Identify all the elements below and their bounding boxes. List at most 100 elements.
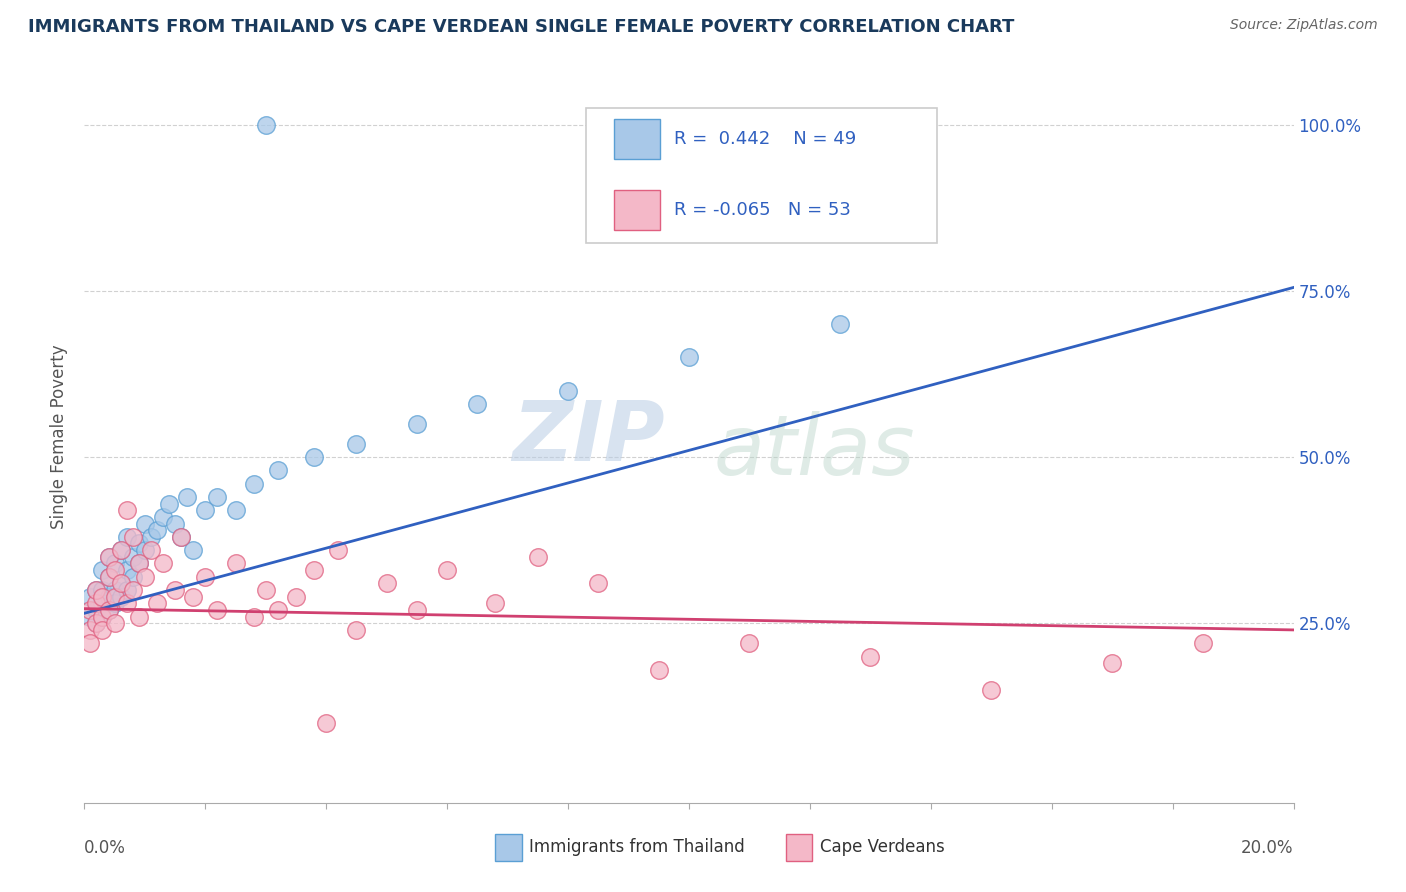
Point [97, 590, 120, 604]
Point [139, 543, 162, 558]
Point [375, 576, 398, 591]
Point [165, 516, 187, 531]
Point [346, 436, 368, 450]
Point [79, 636, 101, 650]
Point [115, 563, 138, 577]
Point [79, 590, 101, 604]
Text: atlas: atlas [713, 411, 915, 492]
Point [86, 616, 108, 631]
Point [302, 563, 325, 577]
Point [134, 516, 156, 531]
Text: Immigrants from Thailand: Immigrants from Thailand [529, 838, 745, 856]
Point [176, 490, 198, 504]
Point [86, 582, 108, 597]
Point [104, 596, 127, 610]
Point [97, 549, 120, 564]
Point [115, 530, 138, 544]
Point [110, 543, 132, 558]
Point [980, 682, 1002, 697]
Point [79, 603, 101, 617]
Point [110, 543, 132, 558]
Point [110, 590, 132, 604]
Bar [495, 833, 522, 862]
Point [830, 317, 852, 331]
Point [110, 576, 132, 591]
Point [91, 590, 114, 604]
Point [104, 582, 127, 597]
Point [194, 503, 217, 517]
Point [86, 603, 108, 617]
Point [128, 557, 150, 571]
Point [104, 590, 127, 604]
Point [181, 543, 204, 558]
Point [194, 570, 217, 584]
Point [467, 397, 489, 411]
Point [97, 570, 120, 584]
Point [436, 563, 458, 577]
Point [588, 576, 610, 591]
Point [267, 463, 290, 477]
Point [86, 596, 108, 610]
Text: 20.0%: 20.0% [1241, 839, 1294, 857]
Point [86, 616, 108, 631]
Point [128, 609, 150, 624]
Point [91, 582, 114, 597]
Point [484, 596, 506, 610]
Point [104, 616, 127, 631]
Point [139, 530, 162, 544]
Point [146, 596, 169, 610]
Point [225, 503, 247, 517]
Point [134, 543, 156, 558]
Point [91, 596, 114, 610]
Point [1192, 636, 1215, 650]
Point [91, 563, 114, 577]
Point [91, 609, 114, 624]
Point [207, 490, 229, 504]
Point [97, 603, 120, 617]
Point [557, 384, 579, 398]
Point [170, 530, 193, 544]
Point [115, 596, 138, 610]
Point [110, 576, 132, 591]
Point [128, 557, 150, 571]
Point [225, 557, 247, 571]
Point [134, 570, 156, 584]
Text: R = -0.065   N = 53: R = -0.065 N = 53 [675, 202, 851, 219]
Point [242, 609, 264, 624]
Point [315, 716, 337, 731]
Text: 0.0%: 0.0% [84, 839, 127, 857]
Bar [614, 119, 659, 159]
Point [302, 450, 325, 464]
Point [104, 563, 127, 577]
Point [146, 523, 169, 537]
Point [254, 118, 277, 132]
Point [181, 590, 204, 604]
Point [678, 351, 700, 365]
Bar [614, 190, 659, 230]
Point [115, 582, 138, 597]
Point [267, 603, 290, 617]
Point [406, 417, 429, 431]
Point [97, 570, 120, 584]
Y-axis label: Single Female Poverty: Single Female Poverty [51, 345, 69, 529]
Point [406, 603, 429, 617]
Point [152, 509, 174, 524]
Text: ZIP: ZIP [512, 397, 665, 477]
Point [97, 603, 120, 617]
FancyBboxPatch shape [586, 108, 936, 244]
Point [157, 497, 180, 511]
Point [242, 476, 264, 491]
Point [165, 582, 187, 597]
Point [128, 536, 150, 550]
Point [859, 649, 882, 664]
Point [1101, 656, 1123, 670]
Text: IMMIGRANTS FROM THAILAND VS CAPE VERDEAN SINGLE FEMALE POVERTY CORRELATION CHART: IMMIGRANTS FROM THAILAND VS CAPE VERDEAN… [28, 18, 1015, 36]
Point [328, 543, 350, 558]
Point [104, 557, 127, 571]
Point [121, 549, 143, 564]
Point [97, 549, 120, 564]
Point [79, 609, 101, 624]
Point [527, 549, 550, 564]
Point [207, 603, 229, 617]
Point [115, 503, 138, 517]
